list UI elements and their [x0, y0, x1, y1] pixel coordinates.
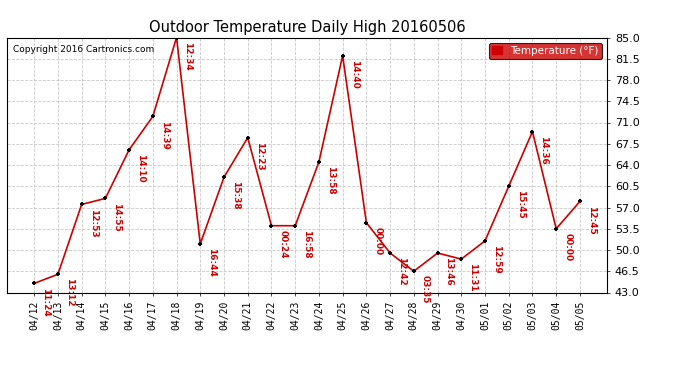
Point: [195, 241, 206, 247]
Point: [219, 174, 230, 180]
Legend: Temperature (°F): Temperature (°F): [489, 43, 602, 59]
Point: [527, 129, 538, 135]
Text: 14:39: 14:39: [160, 121, 169, 150]
Text: Copyright 2016 Cartronics.com: Copyright 2016 Cartronics.com: [13, 45, 154, 54]
Text: 16:44: 16:44: [207, 248, 216, 277]
Point: [456, 256, 467, 262]
Text: 15:45: 15:45: [515, 190, 524, 219]
Point: [266, 223, 277, 229]
Text: 11:24: 11:24: [41, 288, 50, 316]
Point: [503, 183, 514, 189]
Text: 14:55: 14:55: [112, 202, 121, 231]
Text: 00:24: 00:24: [278, 230, 288, 258]
Point: [432, 250, 443, 256]
Point: [242, 135, 253, 141]
Point: [29, 280, 40, 286]
Text: 15:38: 15:38: [231, 181, 240, 210]
Text: 11:31: 11:31: [469, 263, 477, 292]
Text: 12:34: 12:34: [184, 42, 193, 70]
Point: [551, 226, 562, 232]
Text: 14:40: 14:40: [350, 60, 359, 88]
Text: 12:53: 12:53: [88, 209, 97, 237]
Point: [76, 201, 87, 207]
Point: [574, 198, 585, 204]
Text: 13:58: 13:58: [326, 166, 335, 195]
Text: 13:46: 13:46: [444, 257, 453, 286]
Point: [480, 238, 491, 244]
Point: [313, 159, 324, 165]
Point: [384, 250, 395, 256]
Text: 12:45: 12:45: [587, 206, 596, 234]
Text: 00:00: 00:00: [563, 233, 572, 261]
Point: [337, 53, 348, 59]
Text: 12:23: 12:23: [255, 142, 264, 171]
Text: 12:42: 12:42: [397, 257, 406, 286]
Title: Outdoor Temperature Daily High 20160506: Outdoor Temperature Daily High 20160506: [149, 20, 465, 35]
Point: [290, 223, 301, 229]
Text: 16:58: 16:58: [302, 230, 311, 258]
Point: [52, 271, 63, 277]
Point: [124, 147, 135, 153]
Text: 03:35: 03:35: [421, 275, 430, 304]
Text: 00:00: 00:00: [373, 227, 382, 255]
Text: 14:36: 14:36: [540, 136, 549, 165]
Point: [100, 195, 111, 201]
Text: 13:12: 13:12: [65, 279, 74, 307]
Text: 12:59: 12:59: [492, 245, 501, 274]
Point: [171, 34, 182, 40]
Text: 14:10: 14:10: [136, 154, 145, 183]
Point: [361, 220, 372, 226]
Point: [408, 268, 420, 274]
Point: [147, 113, 158, 119]
